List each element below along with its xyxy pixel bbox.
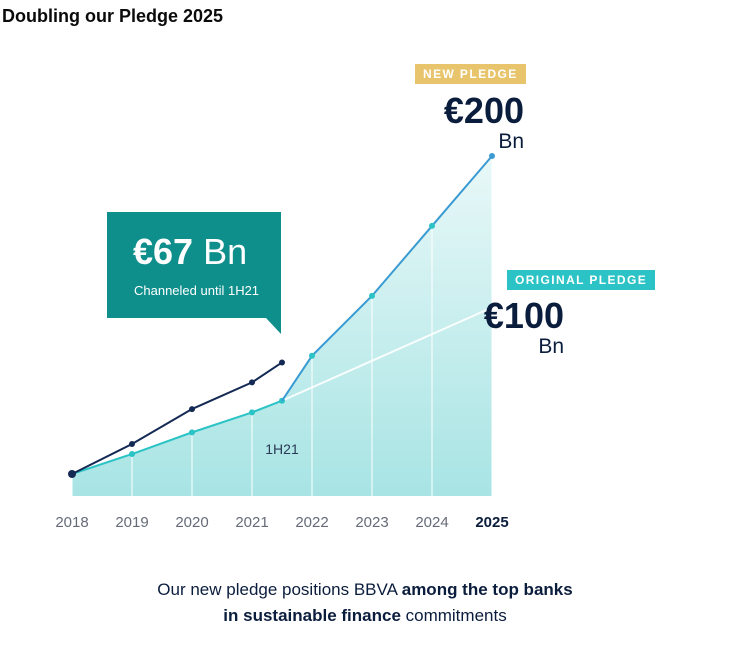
caption-text-2: commitments (400, 606, 507, 625)
channeled-point-3 (249, 379, 255, 386)
channeled-callout: €67 Bn Channeled until 1H21 (107, 212, 281, 318)
new-point-0 (309, 352, 315, 359)
x-tick-2022: 2022 (295, 514, 328, 531)
callout-value: €67 Bn (133, 232, 247, 272)
x-tick-2025: 2025 (475, 514, 508, 531)
channeled-point-4 (279, 359, 285, 366)
original-point-1 (189, 429, 195, 436)
marker-label-1h21: 1H21 (265, 441, 299, 457)
caption-bold-1: among the top banks (401, 580, 573, 599)
callout-amount: €67 (133, 231, 194, 272)
original-pledge-value: €100 Bn (444, 297, 564, 359)
original-point-0 (129, 451, 135, 458)
caption-bold-2: in sustainable finance (223, 606, 401, 625)
original-pledge-tag: ORIGINAL PLEDGE (507, 270, 656, 290)
caption: Our new pledge positions BBVA among the … (0, 577, 730, 629)
x-tick-2023: 2023 (355, 514, 388, 531)
new-pledge-tag: NEW PLEDGE (415, 64, 526, 84)
callout-subtitle: Channeled until 1H21 (134, 283, 260, 298)
original-point-2 (249, 409, 255, 416)
x-tick-2019: 2019 (115, 514, 148, 531)
channeled-point-0 (68, 470, 76, 478)
callout-pointer (266, 318, 281, 334)
x-tick-2021: 2021 (235, 514, 268, 531)
new-point-1 (369, 292, 375, 299)
pledge-area (72, 156, 492, 496)
channeled-point-1 (129, 441, 135, 448)
channeled-point-2 (189, 406, 195, 413)
new-pledge-unit: Bn (498, 130, 524, 153)
original-pledge-line-extension (281, 306, 493, 402)
pledge-chart: 1H21 2018 2019 2020 2021 2022 2023 2024 2025 (55, 153, 509, 531)
tick-layer: 1H21 2018 2019 2020 2021 2022 2023 2024 2025 (55, 441, 508, 531)
new-point-3 (489, 153, 495, 159)
new-point-2 (429, 222, 435, 229)
callout-unit: Bn (193, 231, 248, 272)
x-tick-2018: 2018 (55, 514, 88, 531)
area-layer (72, 156, 492, 496)
chart-title: Doubling our Pledge 2025 (2, 6, 224, 26)
original-pledge-amount: €100 (483, 295, 564, 336)
x-tick-2024: 2024 (415, 514, 448, 531)
new-pledge-value: €200 Bn (404, 92, 524, 154)
x-tick-2020: 2020 (175, 514, 208, 531)
caption-text-1: Our new pledge positions BBVA (157, 580, 402, 599)
line-layer (68, 153, 495, 478)
new-pledge-amount: €200 (443, 90, 524, 131)
grid-layer (71, 156, 493, 496)
original-pledge-unit: Bn (538, 335, 564, 358)
